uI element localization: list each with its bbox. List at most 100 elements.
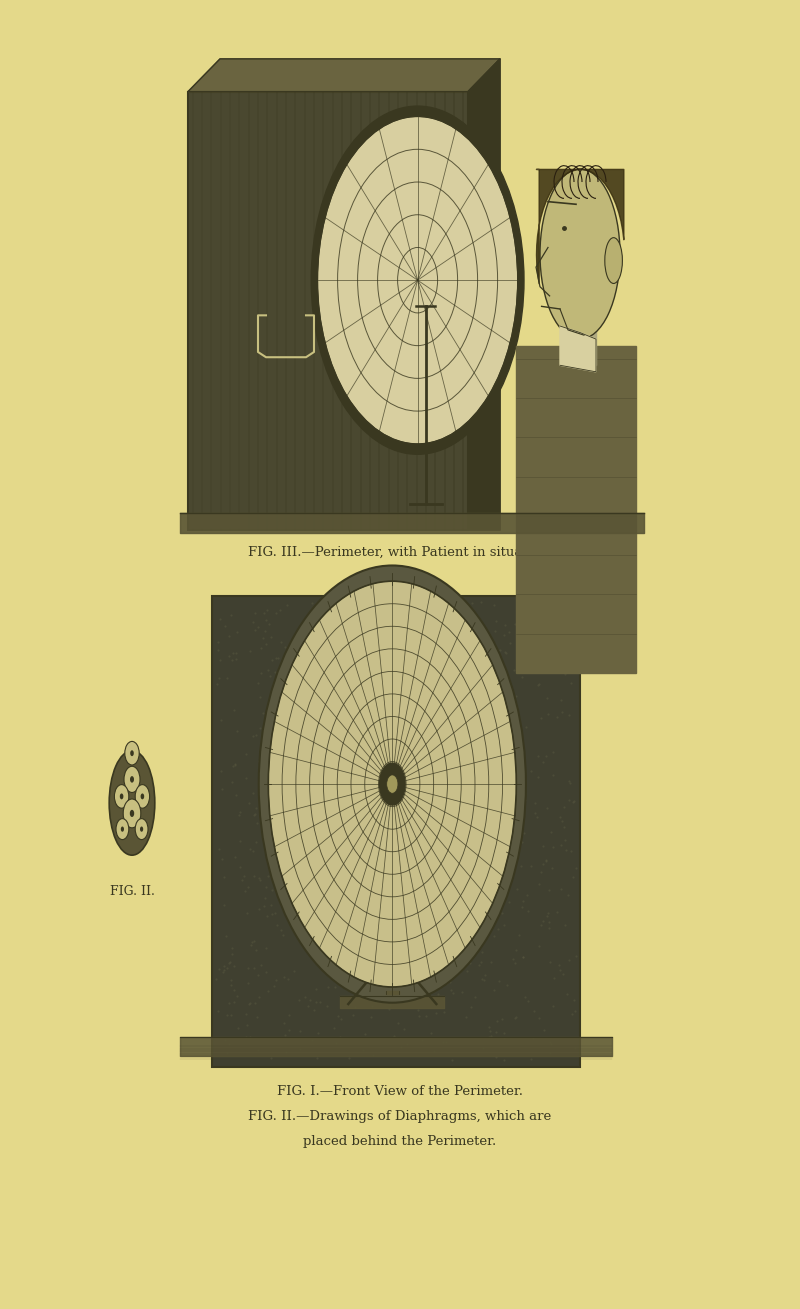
Point: [386, 829, 398, 850]
Point: [486, 808, 499, 829]
Point: [516, 759, 529, 780]
Point: [216, 778, 229, 798]
Point: [394, 872, 407, 893]
Point: [484, 732, 497, 753]
Point: [278, 636, 291, 657]
Point: [566, 1004, 578, 1025]
Point: [444, 744, 457, 764]
Point: [244, 640, 257, 661]
Point: [273, 770, 286, 791]
Point: [248, 804, 261, 825]
Ellipse shape: [109, 751, 155, 855]
Point: [257, 740, 270, 761]
Point: [380, 870, 393, 891]
Point: [378, 717, 391, 738]
Point: [324, 800, 337, 821]
Point: [546, 836, 559, 857]
Point: [327, 868, 340, 889]
Point: [327, 1018, 340, 1039]
Circle shape: [268, 581, 516, 987]
Point: [468, 868, 481, 889]
Point: [230, 622, 243, 643]
Point: [478, 969, 490, 990]
Point: [257, 602, 270, 623]
Point: [357, 973, 370, 994]
Circle shape: [386, 775, 398, 793]
Point: [287, 961, 300, 982]
Point: [511, 744, 524, 764]
Circle shape: [135, 818, 148, 839]
Point: [418, 864, 431, 885]
Point: [455, 941, 468, 962]
Point: [540, 797, 553, 818]
Point: [474, 652, 486, 673]
Point: [358, 870, 370, 891]
Point: [490, 1046, 503, 1067]
Point: [278, 791, 290, 812]
Point: [265, 736, 278, 757]
Point: [292, 869, 305, 890]
Point: [426, 973, 438, 994]
Point: [214, 649, 227, 670]
Point: [424, 812, 437, 833]
Point: [242, 793, 255, 814]
Point: [516, 656, 529, 677]
Point: [402, 969, 415, 990]
Point: [564, 618, 577, 639]
Point: [522, 991, 534, 1012]
Point: [474, 592, 487, 613]
Point: [394, 665, 407, 686]
Point: [230, 986, 243, 1007]
Point: [318, 746, 330, 767]
Point: [448, 596, 461, 617]
Point: [515, 666, 528, 687]
Point: [518, 822, 530, 843]
Point: [463, 822, 476, 843]
Point: [482, 1026, 495, 1047]
Point: [493, 656, 506, 677]
Point: [358, 780, 370, 801]
Point: [422, 649, 434, 670]
Point: [374, 674, 387, 695]
Point: [484, 1021, 497, 1042]
Point: [309, 696, 322, 717]
Point: [438, 653, 451, 674]
Point: [517, 601, 530, 622]
Point: [240, 903, 253, 924]
Point: [272, 766, 285, 787]
Point: [315, 869, 328, 890]
Point: [328, 669, 341, 690]
Point: [322, 922, 334, 942]
Point: [533, 873, 546, 894]
Point: [555, 835, 568, 856]
Point: [244, 839, 257, 860]
Point: [492, 839, 505, 860]
Point: [445, 979, 458, 1000]
Point: [524, 855, 537, 876]
Point: [427, 927, 440, 948]
Point: [518, 789, 531, 810]
Point: [260, 937, 273, 958]
Point: [506, 770, 518, 791]
Point: [251, 813, 264, 834]
Point: [516, 750, 529, 771]
Point: [543, 1031, 556, 1052]
Point: [543, 620, 556, 641]
Point: [534, 707, 547, 728]
Point: [248, 865, 261, 886]
Point: [342, 622, 354, 643]
Point: [508, 613, 521, 634]
Point: [252, 965, 265, 986]
Point: [319, 903, 332, 924]
Point: [326, 848, 338, 869]
Point: [320, 996, 333, 1017]
Point: [311, 643, 324, 664]
Point: [422, 696, 435, 717]
Point: [389, 852, 402, 873]
Point: [282, 834, 294, 855]
Point: [253, 898, 266, 919]
Point: [230, 720, 243, 741]
Point: [373, 962, 386, 983]
Point: [320, 636, 333, 657]
Point: [556, 810, 569, 831]
